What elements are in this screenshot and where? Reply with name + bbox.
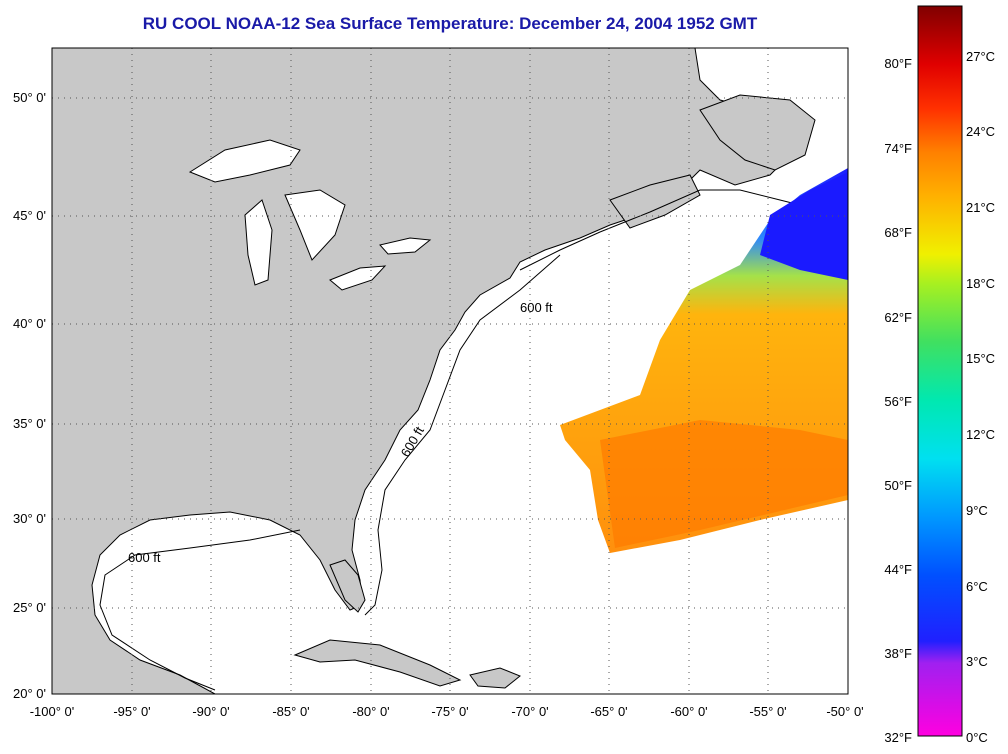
newfoundland-land [699,94,816,171]
isobath-600ft-north [519,189,821,271]
nova-scotia-land [609,174,701,229]
lon-label: -75° 0' [431,704,468,719]
fahrenheit-label: 62°F [884,310,912,325]
map-area [52,48,848,694]
fahrenheit-label: 80°F [884,56,912,71]
lat-label: 50° 0' [13,90,46,105]
lon-label: -55° 0' [749,704,786,719]
colorbar [917,5,963,737]
celsius-label: 15°C [966,351,995,366]
hispaniola-land [469,667,521,689]
lat-label: 20° 0' [13,686,46,701]
celsius-labels: 27°C 24°C 21°C 18°C 15°C 12°C 9°C 6°C 3°… [966,49,995,745]
lon-label: -60° 0' [670,704,707,719]
longitude-labels: -100° 0' -95° 0' -90° 0' -85° 0' -80° 0'… [30,704,864,719]
lake-superior [188,139,301,183]
fahrenheit-label: 44°F [884,562,912,577]
lat-label: 45° 0' [13,208,46,223]
celsius-label: 0°C [966,730,988,745]
celsius-label: 21°C [966,200,995,215]
lon-label: -70° 0' [511,704,548,719]
lon-label: -90° 0' [192,704,229,719]
sst-cold-patch [760,172,848,280]
north-america-land [52,48,801,694]
sst-warm-core [600,420,848,548]
lat-label: 30° 0' [13,511,46,526]
celsius-label: 6°C [966,579,988,594]
lake-michigan [244,199,273,286]
lake-erie [329,265,387,291]
lon-label: -85° 0' [272,704,309,719]
isobath-600ft-gulf [99,529,301,691]
celsius-label: 27°C [966,49,995,64]
florida-land [329,559,366,613]
celsius-label: 3°C [966,654,988,669]
graticule [52,48,848,694]
isobath-label-north: 600 ft [520,300,553,315]
lon-label: -65° 0' [590,704,627,719]
map-border [51,47,849,695]
celsius-label: 18°C [966,276,995,291]
fahrenheit-label: 56°F [884,394,912,409]
celsius-label: 12°C [966,427,995,442]
lon-label: -95° 0' [113,704,150,719]
fahrenheit-label: 68°F [884,225,912,240]
latitude-labels: 50° 0' 45° 0' 40° 0' 35° 0' 30° 0' 25° 0… [13,90,46,701]
fahrenheit-labels: 80°F 74°F 68°F 62°F 56°F 50°F 44°F 38°F … [884,56,912,745]
lake-huron [284,189,346,261]
lon-label: -50° 0' [826,704,863,719]
isobath-label-gulf: 600 ft [128,550,161,565]
fahrenheit-label: 38°F [884,646,912,661]
lat-label: 35° 0' [13,416,46,431]
fahrenheit-label: 74°F [884,141,912,156]
isobath-600ft-atlantic [364,254,561,616]
celsius-label: 9°C [966,503,988,518]
lat-label: 25° 0' [13,600,46,615]
lat-label: 40° 0' [13,316,46,331]
celsius-label: 24°C [966,124,995,139]
lake-ontario [379,237,432,255]
cuba-land [293,639,462,687]
map-title: RU COOL NOAA-12 Sea Surface Temperature:… [142,14,758,33]
fahrenheit-label: 50°F [884,478,912,493]
lon-label: -80° 0' [352,704,389,719]
lon-label: -100° 0' [30,704,75,719]
fahrenheit-label: 32°F [884,730,912,745]
